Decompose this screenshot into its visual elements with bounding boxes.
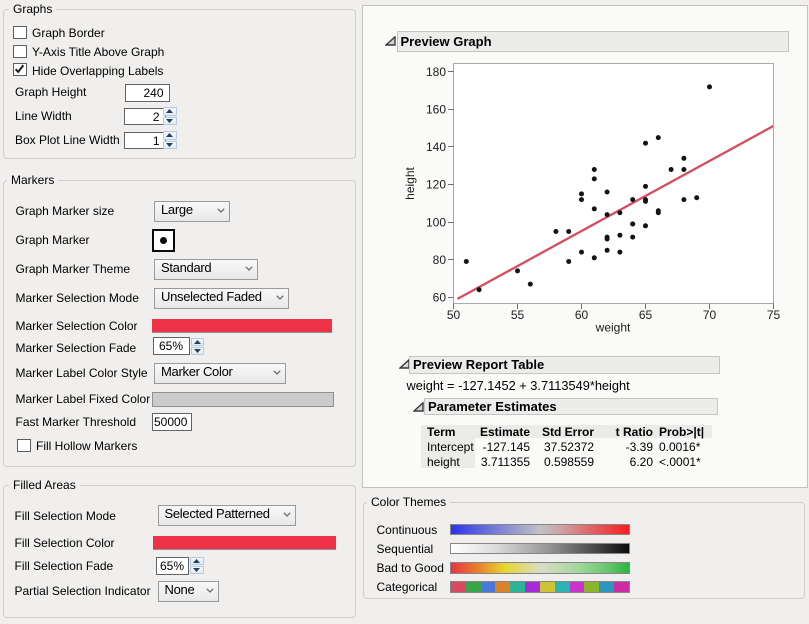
svg-text:65: 65	[639, 308, 653, 322]
svg-text:75: 75	[767, 308, 781, 322]
svg-text:55: 55	[511, 308, 525, 322]
svg-text:70: 70	[703, 308, 717, 322]
svg-text:160: 160	[426, 103, 446, 117]
svg-text:80: 80	[433, 253, 447, 267]
svg-text:60: 60	[575, 308, 589, 322]
svg-text:60: 60	[433, 290, 447, 304]
svg-text:height: height	[403, 166, 417, 199]
svg-text:50: 50	[447, 308, 461, 322]
svg-text:140: 140	[426, 140, 446, 154]
svg-text:180: 180	[426, 65, 446, 79]
svg-text:weight: weight	[595, 321, 631, 335]
svg-text:100: 100	[426, 215, 446, 229]
svg-text:120: 120	[426, 178, 446, 192]
